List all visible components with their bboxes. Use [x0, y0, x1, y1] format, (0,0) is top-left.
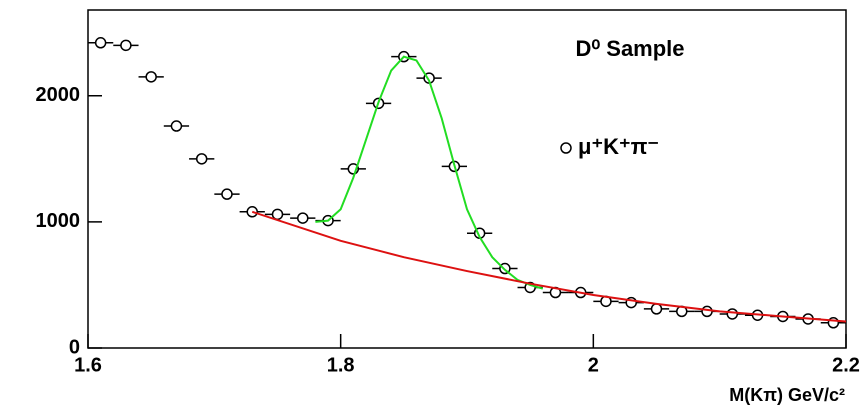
data-point — [650, 303, 663, 315]
data-point — [195, 153, 208, 165]
y-tick-label: 2000 — [36, 84, 81, 106]
fit-curve — [315, 55, 544, 290]
legend-label: μ⁺K⁺π⁻ — [578, 134, 659, 159]
data-point — [221, 188, 233, 200]
x-tick-label: 1.6 — [74, 354, 102, 376]
chart-title: D⁰ Sample — [575, 36, 684, 61]
y-tick-label: 1000 — [36, 210, 81, 232]
fit-curve — [251, 210, 847, 323]
data-point — [297, 212, 309, 224]
data-point — [271, 208, 284, 221]
data-point — [170, 120, 183, 132]
y-tick-label: 0 — [69, 336, 80, 358]
x-tick-label: 2.2 — [832, 354, 860, 376]
legend-marker — [560, 142, 572, 154]
data-point — [726, 308, 739, 320]
x-axis-label: M(Kπ) GeV/c² — [729, 385, 845, 405]
data-point — [120, 39, 132, 52]
data-point — [94, 37, 107, 49]
x-tick-label: 2 — [588, 354, 599, 376]
plot-frame — [87, 9, 847, 349]
data-point — [145, 71, 157, 83]
x-tick-label: 1.8 — [327, 354, 355, 376]
data-point — [701, 305, 713, 318]
